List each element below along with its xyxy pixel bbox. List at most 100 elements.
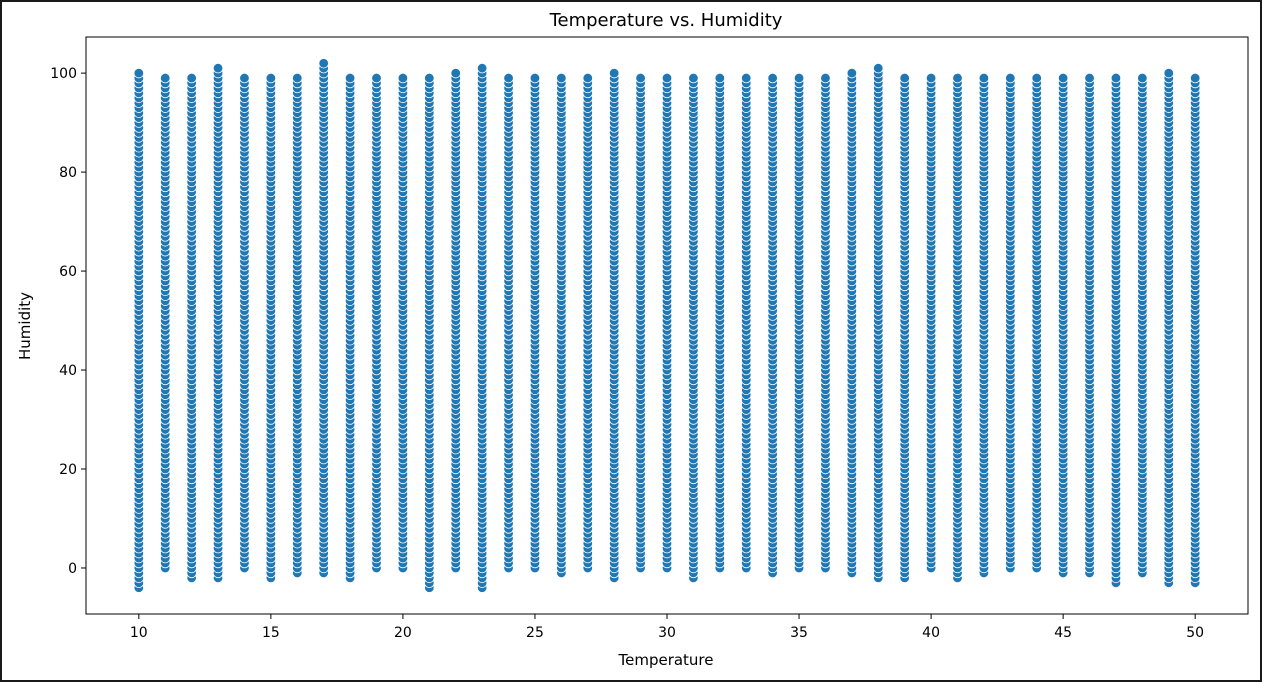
y-tick-label: 20 — [59, 462, 77, 478]
x-tick-label: 25 — [526, 625, 544, 641]
series-column — [371, 72, 382, 574]
data-point — [1005, 72, 1016, 84]
series-column — [820, 72, 831, 574]
x-tick-label: 10 — [130, 625, 148, 641]
data-point — [476, 62, 488, 74]
points-layer — [133, 58, 1201, 593]
y-tick-label: 60 — [59, 264, 77, 280]
y-axis: 0 20 40 60 80 100 — [50, 66, 86, 577]
series-column — [424, 72, 435, 593]
data-point — [450, 67, 461, 79]
series-column — [661, 72, 673, 574]
data-point — [160, 72, 171, 84]
data-point — [582, 72, 593, 84]
series-column — [1137, 72, 1148, 579]
series-column — [582, 72, 593, 574]
data-point — [925, 72, 937, 84]
series-column — [318, 58, 329, 579]
x-tick-label: 20 — [394, 625, 412, 641]
series-column — [608, 67, 620, 584]
data-point — [212, 62, 224, 74]
data-point — [661, 72, 673, 84]
series-column — [767, 72, 778, 579]
data-point — [767, 72, 778, 84]
series-column — [1189, 72, 1201, 589]
x-tick-label: 50 — [1186, 625, 1204, 641]
data-point — [292, 72, 303, 84]
series-column — [899, 72, 910, 584]
x-tick-label: 40 — [922, 625, 940, 641]
x-tick-label: 45 — [1054, 625, 1072, 641]
series-column — [344, 72, 356, 584]
series-column — [925, 72, 937, 574]
data-point — [556, 72, 567, 84]
x-tick-label: 30 — [658, 625, 676, 641]
data-point — [344, 72, 356, 84]
series-column — [1084, 72, 1095, 579]
data-point — [1110, 72, 1122, 84]
series-column — [186, 72, 197, 584]
data-point — [397, 72, 409, 84]
series-column — [239, 72, 250, 574]
data-point — [873, 62, 884, 74]
data-point — [239, 72, 250, 84]
data-point — [1057, 72, 1069, 84]
series-column — [1110, 72, 1122, 589]
data-point — [793, 72, 805, 84]
series-column — [450, 67, 461, 574]
data-point — [318, 58, 329, 69]
data-point — [133, 67, 145, 79]
data-point — [529, 72, 541, 84]
data-point — [424, 72, 435, 84]
series-column — [635, 72, 646, 574]
series-column — [397, 72, 409, 574]
series-column — [1005, 72, 1016, 574]
data-point — [952, 72, 963, 84]
series-column — [503, 72, 514, 574]
series-column — [1163, 67, 1174, 589]
series-column — [556, 72, 567, 579]
data-point — [1084, 72, 1095, 84]
series-column — [160, 72, 171, 574]
data-point — [688, 72, 699, 84]
x-axis: 10 15 20 25 30 35 40 45 50 — [130, 614, 1204, 641]
data-point — [899, 72, 910, 84]
y-tick-label: 100 — [50, 66, 77, 82]
y-tick-label: 0 — [68, 561, 77, 577]
data-point — [820, 72, 831, 84]
chart-title: Temperature vs. Humidity — [549, 10, 783, 31]
series-column — [133, 67, 145, 593]
series-column — [476, 62, 488, 593]
x-tick-label: 15 — [262, 625, 280, 641]
data-point — [714, 72, 726, 84]
series-column — [529, 72, 541, 574]
y-tick-label: 40 — [59, 363, 77, 379]
series-column — [978, 72, 990, 579]
series-column — [952, 72, 963, 584]
data-point — [846, 67, 858, 79]
series-column — [846, 67, 858, 579]
series-column — [741, 72, 752, 574]
series-column — [688, 72, 699, 584]
data-point — [635, 72, 646, 84]
data-point — [741, 72, 752, 84]
x-axis-label: Temperature — [617, 651, 713, 669]
y-tick-label: 80 — [59, 165, 77, 181]
data-point — [1031, 72, 1042, 84]
series-column — [212, 62, 224, 584]
x-tick-label: 35 — [790, 625, 808, 641]
series-column — [1057, 72, 1069, 579]
y-axis-label: Humidity — [16, 292, 34, 360]
data-point — [978, 72, 990, 84]
data-point — [1163, 67, 1174, 79]
data-point — [186, 72, 197, 84]
series-column — [714, 72, 726, 574]
series-column — [1031, 72, 1042, 574]
data-point — [503, 72, 514, 84]
series-column — [793, 72, 805, 574]
series-column — [292, 72, 303, 579]
data-point — [608, 67, 620, 79]
series-column — [265, 72, 277, 584]
